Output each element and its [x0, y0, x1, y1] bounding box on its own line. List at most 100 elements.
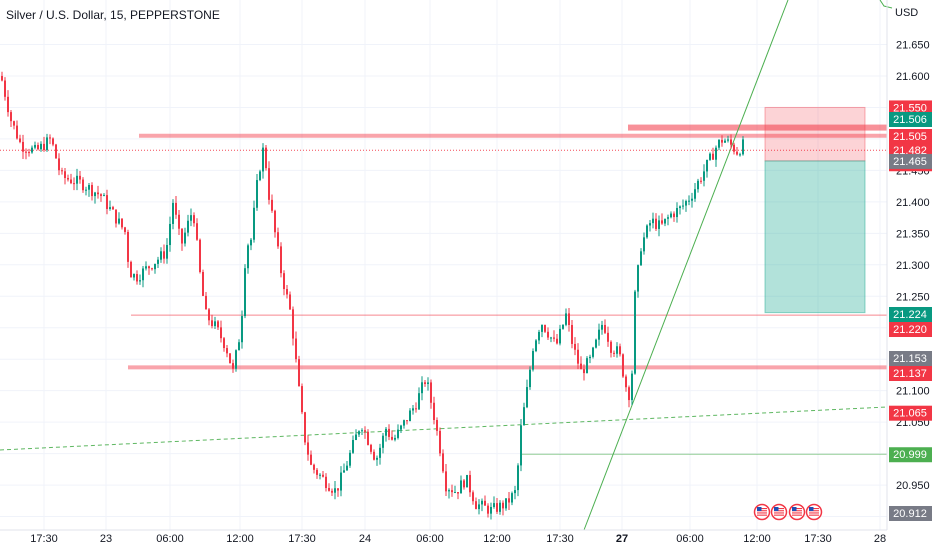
short-position-tool[interactable] — [764, 106, 866, 314]
candle-body — [280, 246, 282, 274]
candle-body — [349, 452, 351, 466]
stop-loss-zone[interactable] — [764, 106, 866, 162]
candle-body — [640, 251, 642, 266]
flag-stripe — [792, 510, 802, 512]
candle-body — [322, 474, 324, 477]
candle-body — [103, 195, 105, 197]
horizontal-levels[interactable] — [0, 124, 887, 455]
candle-body — [400, 425, 402, 430]
candle-body — [127, 231, 129, 262]
candle-body — [577, 349, 579, 364]
candle-body — [58, 158, 60, 171]
price-labels: 21.55021.50621.50521.48201:1521.46521.22… — [889, 100, 932, 521]
trend-lines[interactable] — [0, 0, 893, 531]
candle-body — [235, 350, 237, 369]
resistance-band[interactable] — [628, 124, 887, 131]
price-label-text: 21.220 — [893, 324, 927, 336]
candle-body — [283, 273, 285, 290]
candle-body — [709, 153, 711, 160]
candle-body — [325, 476, 327, 488]
ascending-trend-line[interactable] — [583, 0, 789, 531]
candle-body — [460, 480, 462, 494]
time-tick-label: 17:30 — [30, 533, 58, 545]
flag-badge-icon[interactable] — [753, 503, 771, 521]
price-label-text: 21.224 — [893, 309, 927, 321]
candle-body — [70, 179, 72, 184]
candle-body — [13, 121, 15, 126]
candle-body — [190, 215, 192, 221]
dashed-trend-line[interactable] — [0, 406, 888, 451]
candle-body — [397, 429, 399, 438]
candle-body — [88, 185, 90, 190]
candle-body — [184, 232, 186, 244]
candle-body — [502, 502, 504, 509]
candle-body — [340, 472, 342, 491]
candle-body — [313, 464, 315, 470]
flag-stripe — [757, 514, 767, 516]
candle-body — [472, 492, 474, 502]
candle-body — [310, 454, 312, 465]
candle-body — [703, 171, 705, 181]
price-label-text: 21.505 — [893, 131, 927, 143]
candle-body — [388, 428, 390, 437]
candle-body — [37, 144, 39, 150]
candle-body — [382, 435, 384, 448]
flag-badge-icon[interactable] — [805, 503, 823, 521]
candle-body — [661, 220, 663, 224]
candle-body — [610, 341, 612, 353]
candle-body — [622, 354, 624, 377]
candle-body — [712, 153, 714, 160]
candle-body — [286, 289, 288, 295]
candlestick-series — [1, 71, 744, 520]
flag-badge-icon[interactable] — [788, 503, 806, 521]
candle-body — [148, 266, 150, 269]
candle-body — [439, 430, 441, 454]
price-label-text: 21.153 — [893, 353, 927, 365]
candle-body — [229, 353, 231, 364]
candle-body — [427, 382, 429, 385]
time-axis[interactable]: 17:30 23 06:00 12:00 17:30 24 06:00 12:00 17:30 2… — [30, 533, 886, 545]
candle-body — [664, 218, 666, 224]
candle-body — [106, 195, 108, 209]
flag-stripe — [757, 512, 767, 514]
trend-line-stub[interactable] — [879, 0, 893, 9]
event-badges[interactable] — [753, 503, 823, 521]
flag-badge-icon[interactable] — [770, 503, 788, 521]
candle-body — [736, 151, 738, 155]
candle-body — [433, 402, 435, 420]
candle-body — [583, 369, 585, 374]
candle-body — [568, 313, 570, 325]
candle-body — [685, 201, 687, 206]
candle-body — [304, 412, 306, 443]
time-tick-label: 17:30 — [546, 533, 574, 545]
candle-body — [580, 363, 582, 370]
candle-body — [487, 505, 489, 514]
candle-body — [469, 475, 471, 493]
price-label-text: 21.065 — [893, 408, 927, 420]
candle-body — [688, 200, 690, 202]
candle-body — [523, 407, 525, 426]
candle-body — [499, 502, 501, 512]
candle-body — [208, 309, 210, 321]
candle-body — [133, 274, 135, 278]
price-label-text: 21.550 — [893, 102, 927, 114]
take-profit-zone[interactable] — [764, 160, 866, 314]
candle-body — [328, 487, 330, 491]
candle-body — [4, 80, 6, 97]
candle-body — [193, 215, 195, 224]
candle-body — [160, 251, 162, 260]
price-tick-label: 21.650 — [896, 40, 930, 52]
price-label-text: 20.999 — [893, 449, 927, 461]
candle-body — [178, 214, 180, 229]
candle-body — [316, 469, 318, 475]
candle-body — [82, 179, 84, 191]
candle-body — [418, 393, 420, 410]
candle-body — [541, 325, 543, 332]
candle-body — [154, 263, 156, 270]
candle-body — [34, 144, 36, 148]
candle-body — [220, 327, 222, 339]
candle-body — [49, 137, 51, 139]
flag-stripe — [757, 510, 767, 512]
candle-body — [355, 434, 357, 440]
